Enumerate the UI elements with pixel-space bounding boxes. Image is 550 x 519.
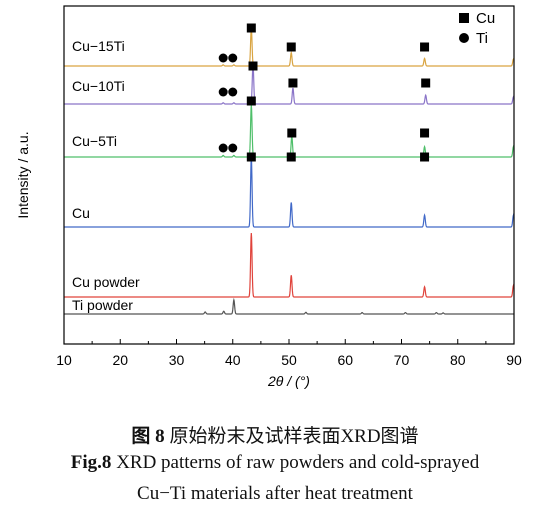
series-line-cu-15ti <box>64 27 515 67</box>
cu-marker <box>246 96 256 106</box>
ti-marker <box>218 53 228 63</box>
caption-en-line1: Fig.8 XRD patterns of raw powders and co… <box>0 452 550 474</box>
legend-circle-icon <box>459 33 469 43</box>
cu-marker <box>248 61 258 71</box>
caption-zh-text: 原始粉末及试样表面XRD图谱 <box>164 426 419 447</box>
series-label-cu: Cu <box>72 205 90 221</box>
series-label-ti-powder: Ti powder <box>72 297 133 313</box>
legend-label: Ti <box>476 30 488 47</box>
series-line-cu <box>64 156 515 228</box>
legend: Cu Ti <box>459 10 495 47</box>
x-tick-label: 10 <box>56 352 72 368</box>
ti-marker <box>218 143 228 153</box>
caption-zh: 图 8 原始粉末及试样表面XRD图谱 <box>0 421 550 448</box>
x-axis-label: 2θ / (°) <box>267 373 310 389</box>
caption-en-line2: Cu−Ti materials after heat treatment <box>137 483 413 504</box>
cu-marker <box>286 152 296 162</box>
cu-marker <box>420 128 430 138</box>
x-tick-label: 20 <box>112 352 128 368</box>
cu-marker <box>286 42 296 52</box>
x-axis: 10 20 30 40 50 60 70 80 90 <box>56 339 522 368</box>
ti-marker <box>228 87 238 97</box>
caption-en-text-1: XRD patterns of raw powders and cold-spr… <box>111 452 480 473</box>
ti-marker <box>228 143 238 153</box>
caption-en-prefix: Fig.8 <box>70 452 112 473</box>
legend-label: Cu <box>476 10 495 27</box>
series-label-cu-15ti: Cu−15Ti <box>72 38 125 54</box>
cu-marker <box>420 152 430 162</box>
xrd-chart: Cu−15Ti Cu−10Ti Cu−5Ti Cu Cu powder Ti powder… <box>15 5 522 389</box>
cu-marker <box>287 128 297 138</box>
cu-marker <box>421 78 431 88</box>
cu-marker <box>420 42 430 52</box>
series-label-cu-10ti: Cu−10Ti <box>72 78 125 94</box>
phase-markers <box>218 23 431 162</box>
series-labels: Cu−15Ti Cu−10Ti Cu−5Ti Cu Cu powder Ti powder <box>72 38 140 313</box>
x-tick-label: 30 <box>169 352 185 368</box>
cu-marker <box>246 23 256 33</box>
ti-marker <box>218 87 228 97</box>
x-tick-label: 90 <box>506 352 522 368</box>
cu-marker <box>288 78 298 88</box>
x-tick-label: 60 <box>337 352 353 368</box>
caption-zh-prefix: 图 8 <box>131 426 165 447</box>
x-tick-label: 50 <box>281 352 297 368</box>
x-tick-label: 40 <box>225 352 241 368</box>
series-label-cu-powder: Cu powder <box>72 274 140 290</box>
x-tick-label: 80 <box>450 352 466 368</box>
x-tick-label: 70 <box>394 352 410 368</box>
ti-marker <box>228 53 238 63</box>
y-axis-label: Intensity / a.u. <box>15 131 31 218</box>
series-line-cu-10ti <box>64 63 515 105</box>
legend-square-icon <box>459 13 469 23</box>
series-line-ti-powder <box>64 297 514 315</box>
series-label-cu-5ti: Cu−5Ti <box>72 133 117 149</box>
series-line-cu-powder <box>64 232 515 298</box>
series-curves <box>64 27 515 315</box>
cu-marker <box>246 152 256 162</box>
plot-frame <box>63 5 515 345</box>
